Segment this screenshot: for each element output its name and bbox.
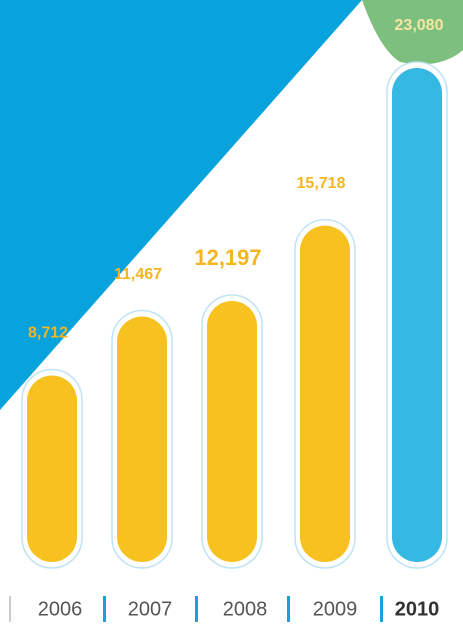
separator [195,596,198,622]
value-label: 11,467 [114,266,162,283]
value-label: 12,197 [194,245,261,270]
bar [117,316,167,562]
bar [300,225,350,562]
x-tick-label: 2009 [313,598,358,620]
value-label: 15,718 [297,175,346,192]
x-tick-label: 2008 [223,598,268,620]
x-tick-label: 2010 [395,598,440,620]
bar [27,375,77,562]
x-tick-label: 2007 [128,598,173,620]
separator [380,596,383,622]
background-triangle [0,0,362,410]
bar [207,300,257,562]
separator [103,596,106,622]
x-tick-label: 2006 [38,598,83,620]
value-label: 8,712 [28,325,68,342]
separator [287,596,290,622]
value-label: 23,080 [395,17,444,34]
bar [392,68,442,562]
separator [9,596,11,622]
highlight-shape [362,0,463,65]
